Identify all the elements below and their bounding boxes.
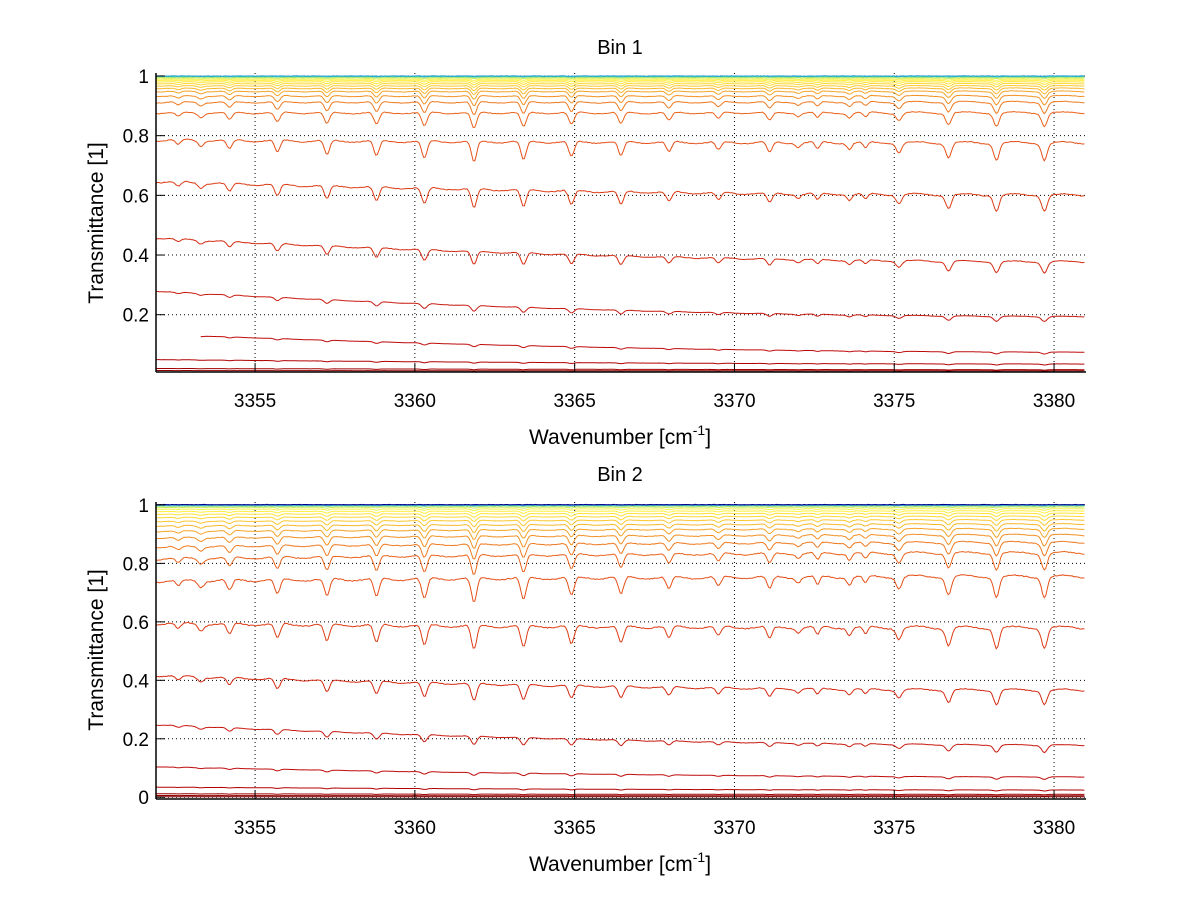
series-line-s09 — [155, 138, 1085, 162]
series-line-s14 — [155, 87, 1085, 95]
y-tick-label: 0.2 — [123, 306, 149, 327]
subplot-bin-1: Bin 1 3355 3360 3365 3370 3375 3380 0.2 0.4 0.6… — [85, 37, 1086, 449]
series-line-s10 — [155, 110, 1085, 129]
chart-title: Bin 1 — [597, 37, 643, 59]
x-ticks: 3355 3360 3365 3370 3375 3380 — [234, 790, 1075, 839]
series-line-s05 — [155, 766, 1085, 780]
y-axis-label: Transmittance [1] — [85, 569, 108, 730]
x-tick-label: 3355 — [234, 391, 276, 412]
series-line-s17 — [155, 512, 1085, 518]
x-ticks: 3355 3360 3365 3370 3375 3380 — [234, 363, 1075, 412]
series-line-s12 — [155, 533, 1085, 549]
x-tick-label: 3360 — [394, 391, 436, 412]
series-line-s14 — [155, 522, 1085, 533]
series-line-s15 — [156, 84, 1085, 91]
series-line-s06 — [155, 724, 1085, 754]
series-line-s02 — [156, 370, 1085, 372]
subplot-bin-2: Bin 2 3355 3360 3365 3370 3375 3380 0 0.2 0.4 0.… — [85, 464, 1086, 876]
series-line-s07 — [155, 237, 1085, 274]
x-tick-label: 3355 — [234, 818, 276, 839]
axes — [155, 73, 1086, 373]
series-group — [155, 75, 1085, 373]
series-line-s19 — [156, 508, 1085, 512]
x-tick-label: 3380 — [1033, 818, 1075, 839]
series-line-s18 — [155, 510, 1085, 515]
series-line-s04 — [156, 786, 1085, 792]
series-line-s16 — [155, 515, 1085, 522]
series-line-s11 — [155, 100, 1085, 115]
x-axis-label: Wavenumber [cm-1] — [529, 849, 711, 876]
x-tick-label: 3360 — [394, 818, 436, 839]
series-line-s02 — [156, 794, 1085, 797]
y-tick-label: 0.4 — [123, 671, 150, 692]
y-tick-label: 0.2 — [123, 730, 149, 751]
y-ticks: 0.2 0.4 0.6 0.8 1 — [123, 67, 165, 327]
series-line-s21 — [155, 76, 1085, 79]
series-line-s18 — [155, 79, 1085, 83]
series-line-s05 — [200, 335, 1085, 355]
x-tick-label: 3375 — [873, 391, 915, 412]
x-tick-label: 3370 — [713, 391, 755, 412]
y-tick-label: 0 — [138, 788, 149, 809]
series-group — [155, 503, 1085, 798]
series-line-s17 — [155, 81, 1085, 86]
series-line-s06 — [155, 290, 1085, 322]
y-axis-label: Transmittance [1] — [85, 142, 108, 303]
y-ticks: 0 0.2 0.4 0.6 0.8 1 — [123, 496, 165, 809]
x-tick-label: 3365 — [554, 818, 596, 839]
y-tick-label: 0.4 — [123, 246, 150, 267]
x-tick-label: 3380 — [1033, 391, 1075, 412]
series-line-s13 — [155, 527, 1085, 540]
series-line-s23 — [155, 75, 1085, 77]
series-line-s11 — [155, 540, 1085, 560]
series-line-s10 — [155, 550, 1085, 575]
grid — [156, 73, 1086, 372]
y-tick-label: 1 — [138, 496, 149, 517]
series-line-s03 — [156, 793, 1085, 796]
series-line-s15 — [155, 518, 1085, 527]
y-tick-label: 0.8 — [123, 554, 149, 575]
series-line-s08 — [155, 180, 1085, 213]
series-line-s12 — [155, 94, 1085, 107]
series-line-s19 — [156, 78, 1085, 81]
y-tick-label: 0.8 — [123, 127, 149, 148]
x-tick-label: 3370 — [713, 818, 755, 839]
series-line-s09 — [155, 574, 1085, 602]
series-line-s20 — [155, 506, 1085, 509]
x-tick-label: 3375 — [873, 818, 915, 839]
axes — [155, 502, 1086, 800]
series-line-s24 — [155, 503, 1085, 506]
series-line-s03 — [156, 368, 1085, 371]
series-line-s21 — [155, 505, 1085, 508]
series-line-s04 — [156, 359, 1085, 366]
y-tick-label: 0.6 — [123, 613, 149, 634]
x-axis-label: Wavenumber [cm-1] — [529, 422, 711, 449]
series-line-s16 — [155, 82, 1085, 88]
chart-title: Bin 2 — [597, 464, 643, 486]
series-line-s07 — [155, 675, 1085, 706]
y-tick-label: 0.6 — [123, 186, 149, 207]
y-tick-label: 1 — [138, 67, 149, 88]
series-line-s13 — [155, 90, 1085, 100]
series-line-s08 — [156, 621, 1085, 650]
x-tick-label: 3365 — [554, 391, 596, 412]
